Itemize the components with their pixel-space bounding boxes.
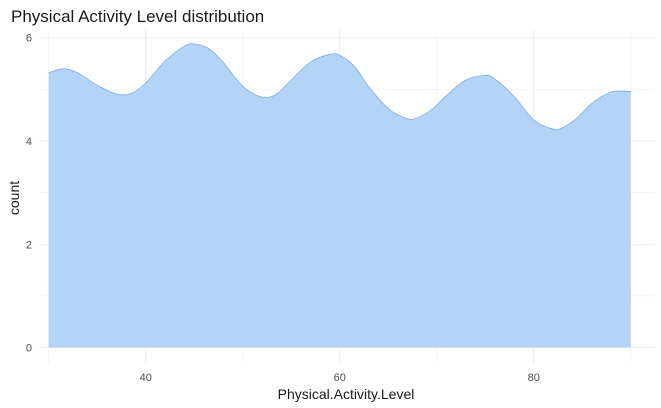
density-line [48,43,631,131]
y-tick-label: 6 [26,33,32,45]
chart-title: Physical Activity Level distribution [11,7,264,26]
y-tick-label: 4 [26,136,32,148]
x-tick-labels: 40 60 80 [140,372,540,384]
area-layer [48,43,631,348]
y-tick-labels: 0 2 4 6 [26,33,32,355]
y-tick-label: 0 [26,343,32,355]
y-tick-label: 2 [26,239,32,251]
x-tick-label: 80 [528,372,540,384]
x-tick-label: 40 [140,372,152,384]
x-axis-label: Physical.Activity.Level [278,386,415,402]
x-tick-label: 60 [334,372,346,384]
density-area [48,43,631,348]
y-axis-label: count [6,181,22,215]
